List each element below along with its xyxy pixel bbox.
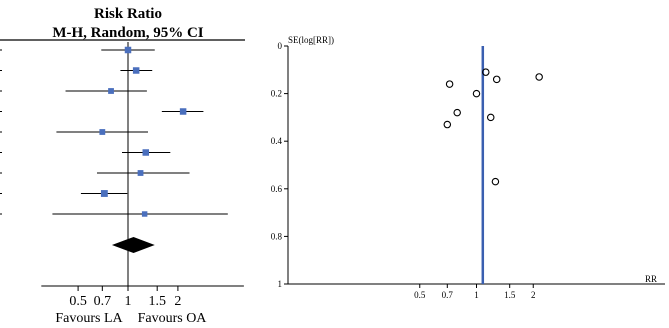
funnel-plot-area: 0 0.2 0.4 0.6 0.8 1 0.5 0.7 1 1.5 2 xyxy=(271,41,665,300)
forest-x-tick-label: 0.7 xyxy=(94,294,112,309)
funnel-y-tick-label: 0 xyxy=(278,41,283,51)
study-marker xyxy=(99,129,106,135)
funnel-point xyxy=(486,113,495,122)
funnel-x-tick-label: 2 xyxy=(531,290,536,300)
funnel-x-tick-label: 0.7 xyxy=(442,290,454,300)
funnel-y-tick-label: 0.2 xyxy=(271,89,282,99)
forest-x-tick-label: 2 xyxy=(174,294,181,309)
forest-x-tick-label: 1 xyxy=(125,294,132,309)
study-marker xyxy=(100,190,108,197)
funnel-y-tick-label: 0.8 xyxy=(271,231,283,241)
study-marker xyxy=(179,108,187,115)
funnel-x-axis-title: RR xyxy=(645,274,657,284)
study-marker xyxy=(142,149,150,156)
forest-plot-area: 0.5 0.7 1 1.5 2 xyxy=(0,42,244,309)
funnel-point xyxy=(443,120,452,129)
forest-x-tick-label: 1.5 xyxy=(148,294,166,309)
funnel-point xyxy=(472,89,481,98)
pooled-estimate-diamond xyxy=(111,237,155,253)
favours-right-label: Favours OA xyxy=(138,311,208,326)
funnel-point xyxy=(535,73,543,81)
funnel-y-tick-label: 0.6 xyxy=(271,184,283,194)
forest-x-tick-label: 0.5 xyxy=(69,294,87,309)
funnel-point xyxy=(491,177,500,186)
funnel-y-tick-label: 1 xyxy=(278,279,283,289)
funnel-point xyxy=(492,75,501,84)
forest-subtitle: M-H, Random, 95% CI xyxy=(52,25,203,41)
funnel-point xyxy=(482,68,490,76)
forest-title: Risk Ratio xyxy=(94,6,162,22)
study-marker xyxy=(124,46,132,54)
study-marker xyxy=(108,88,114,94)
funnel-x-tick-label: 1.5 xyxy=(504,290,516,300)
study-marker xyxy=(137,170,144,176)
funnel-y-axis-title: SE(log[RR]) xyxy=(288,35,334,45)
funnel-point xyxy=(453,108,461,117)
forest-plot: Risk Ratio M-H, Random, 95% CI 0.5 0.7 1 1.… xyxy=(0,6,245,326)
funnel-point xyxy=(445,80,454,88)
funnel-x-tick-label: 0.5 xyxy=(414,290,426,300)
study-marker xyxy=(141,211,148,217)
funnel-y-tick-label: 0.4 xyxy=(271,136,283,146)
favours-left-label: Favours LA xyxy=(55,311,123,326)
study-marker xyxy=(132,67,140,74)
funnel-x-tick-label: 1 xyxy=(474,290,479,300)
